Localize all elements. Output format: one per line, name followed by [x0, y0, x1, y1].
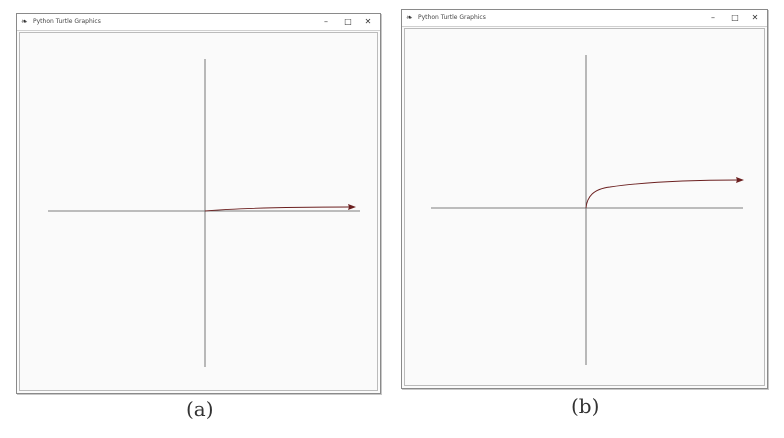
- caption-a: (a): [186, 397, 214, 421]
- close-button[interactable]: ✕: [364, 17, 372, 26]
- curve-path: [585, 179, 740, 209]
- minimize-button[interactable]: –: [324, 17, 328, 26]
- turtle-arrow-icon: [736, 177, 744, 183]
- turtle-drawing: [48, 59, 360, 367]
- turtle-canvas[interactable]: [404, 28, 765, 386]
- title-bar[interactable]: ❧ Python Turtle Graphics – □ ✕: [17, 14, 380, 31]
- minimize-button[interactable]: –: [711, 13, 715, 22]
- turtle-drawing: [431, 55, 744, 365]
- window-title: Python Turtle Graphics: [418, 14, 486, 21]
- feather-icon: ❧: [406, 13, 413, 22]
- turtle-window-a: ❧ Python Turtle Graphics – □ ✕: [16, 13, 381, 394]
- turtle-window-b: ❧ Python Turtle Graphics – □ ✕: [401, 9, 768, 389]
- title-bar[interactable]: ❧ Python Turtle Graphics – □ ✕: [402, 10, 767, 27]
- turtle-arrow-icon: [348, 204, 356, 210]
- turtle-canvas[interactable]: [19, 32, 378, 391]
- close-button[interactable]: ✕: [751, 13, 759, 22]
- maximize-button[interactable]: □: [344, 17, 352, 26]
- curve-path: [204, 206, 351, 212]
- feather-icon: ❧: [21, 17, 28, 26]
- maximize-button[interactable]: □: [731, 13, 739, 22]
- window-title: Python Turtle Graphics: [33, 18, 101, 25]
- caption-b: (b): [571, 394, 600, 418]
